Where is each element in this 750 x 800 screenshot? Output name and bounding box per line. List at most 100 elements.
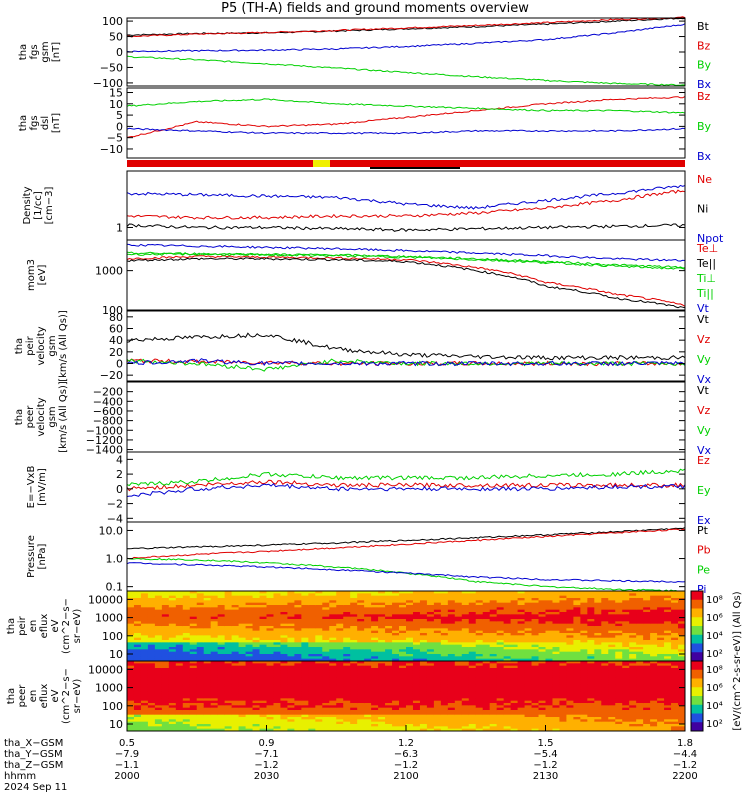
heat-cell: [168, 593, 177, 597]
heat-cell: [203, 682, 212, 685]
heat-cell: [622, 654, 630, 657]
heat-cell: [329, 665, 337, 669]
heat-cell: [364, 656, 372, 660]
heat-cell: [594, 626, 602, 629]
heat-cell: [336, 609, 344, 613]
heat-cell: [573, 663, 581, 667]
heat-cell: [531, 710, 540, 713]
heat-cell: [140, 628, 149, 632]
heat-cell: [350, 696, 358, 699]
heat-cell: [399, 710, 407, 713]
heat-cell: [566, 609, 574, 613]
heat-cell: [664, 710, 672, 713]
heat-cell: [210, 686, 219, 690]
heat-cell: [336, 654, 344, 657]
heat-cell: [482, 679, 491, 683]
heat-cell: [664, 614, 672, 618]
heat-cell: [336, 628, 344, 632]
heat-cell: [524, 717, 533, 720]
heat-cell: [140, 714, 149, 718]
heat-cell: [322, 609, 330, 613]
heat-cell: [168, 677, 177, 681]
heat-cell: [573, 614, 581, 618]
heat-cell: [182, 633, 191, 636]
heat-cell: [266, 595, 274, 599]
heat-cell: [622, 619, 630, 622]
heat-cell: [266, 710, 274, 713]
heat-cell: [392, 600, 400, 604]
heat-cell: [259, 621, 267, 625]
heat-cell: [357, 656, 365, 660]
heat-cell: [566, 649, 574, 653]
heat-cell: [657, 600, 665, 604]
heat-cell: [440, 663, 449, 667]
heat-cell: [147, 633, 156, 636]
heat-cell: [412, 705, 421, 709]
heat-cell: [531, 605, 540, 608]
heat-cell: [496, 593, 505, 597]
heat-cell: [329, 719, 337, 723]
heat-cell: [538, 619, 546, 622]
heat-cell: [182, 591, 191, 594]
heat-cell: [433, 591, 442, 594]
heat-cell: [127, 682, 135, 685]
heat-cell: [447, 717, 456, 720]
heat-cell: [559, 724, 567, 727]
heat-cell: [482, 602, 491, 606]
heat-cell: [538, 672, 546, 676]
heat-cell: [594, 602, 602, 606]
heat-cell: [671, 609, 679, 613]
heat-cell: [440, 705, 449, 709]
heat-cell: [217, 684, 226, 688]
heat-cell: [573, 686, 581, 690]
heat-cell: [203, 644, 212, 648]
heat-cell: [587, 707, 595, 711]
ytick-label: 2: [116, 468, 123, 481]
heat-cell: [392, 621, 400, 625]
heat-cell: [231, 635, 240, 639]
heat-cell: [664, 724, 672, 727]
heat-cell: [664, 658, 672, 662]
heat-cell: [440, 612, 449, 615]
heat-cell: [364, 626, 372, 629]
heat-cell: [461, 710, 470, 713]
heat-cell: [489, 647, 498, 650]
heat-cell: [412, 619, 421, 622]
heat-cell: [252, 635, 261, 639]
heat-cell: [287, 663, 295, 667]
heat-cell: [608, 710, 616, 713]
heat-cell: [552, 698, 560, 702]
heat-cell: [168, 665, 177, 669]
heat-cell: [203, 717, 212, 720]
heat-cell: [608, 616, 616, 620]
heat-cell: [503, 710, 512, 713]
heat-cell: [273, 663, 281, 667]
heat-cell: [594, 598, 602, 601]
heat-cell: [531, 679, 540, 683]
heat-cell: [440, 714, 449, 718]
heat-cell: [678, 602, 686, 606]
heat-cell: [412, 721, 421, 725]
heat-cell: [503, 595, 512, 599]
heat-cell: [147, 672, 156, 676]
heat-cell: [664, 677, 672, 681]
heat-cell: [419, 663, 428, 667]
heat-cell: [559, 642, 567, 646]
heat-cell: [329, 670, 337, 674]
heat-cell: [531, 668, 540, 671]
heat-cell: [294, 644, 302, 648]
heat-cell: [294, 602, 302, 606]
heat-cell: [217, 679, 226, 683]
heat-cell: [482, 705, 491, 709]
heat-cell: [168, 675, 177, 678]
heat-cell: [280, 642, 288, 646]
heat-cell: [489, 721, 498, 725]
heat-cell: [133, 719, 142, 723]
heat-cell: [231, 686, 240, 690]
heat-cell: [399, 712, 407, 716]
heat-cell: [517, 726, 526, 730]
heat-cell: [531, 614, 540, 618]
heat-cell: [259, 675, 267, 678]
heat-cell: [273, 591, 281, 594]
heat-cell: [350, 600, 358, 604]
